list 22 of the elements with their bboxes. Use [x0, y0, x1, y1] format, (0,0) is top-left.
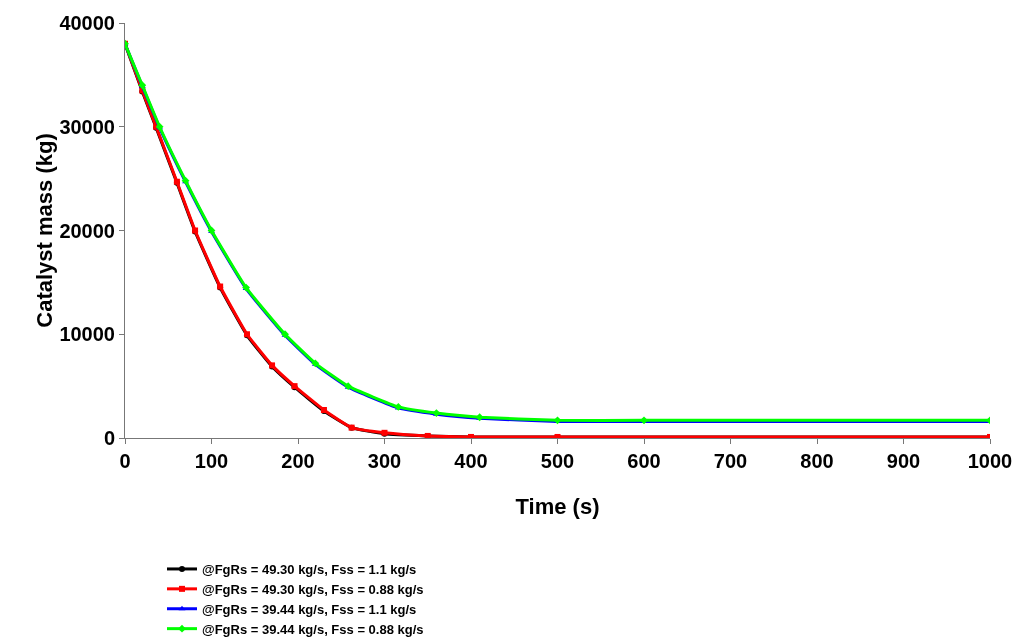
- y-tick-label: 30000: [59, 115, 115, 138]
- y-axis-title: Catalyst mass (kg): [32, 133, 58, 328]
- x-tick-label: 900: [886, 450, 921, 472]
- y-tick-label: 20000: [59, 219, 115, 242]
- x-tick-label: 400: [454, 450, 488, 472]
- legend-label: @FgRs = 49.30 kg/s, Fss = 0.88 kg/s: [202, 581, 424, 597]
- x-tick-label: 300: [367, 450, 402, 472]
- y-tick-label: 10000: [59, 323, 115, 346]
- legend-label: @FgRs = 49.30 kg/s, Fss = 1.1 kg/s: [202, 562, 417, 578]
- x-tick-label: 100: [194, 450, 229, 472]
- x-tick-label: 0: [119, 450, 131, 472]
- x-tick-label: 800: [800, 450, 834, 472]
- x-tick-label: 1000: [967, 450, 1013, 472]
- x-axis-title: Time (s): [515, 494, 600, 519]
- y-tick-label: 40000: [59, 12, 115, 34]
- y-tick-label: 0: [103, 427, 115, 449]
- legend-label: @FgRs = 39.44 kg/s, Fss = 0.88 kg/s: [202, 621, 424, 637]
- x-tick-label: 500: [540, 450, 575, 472]
- x-tick-label: 600: [627, 450, 661, 472]
- legend-label: @FgRs = 39.44 kg/s, Fss = 1.1 kg/s: [202, 601, 417, 617]
- x-tick-label: 700: [713, 450, 748, 472]
- x-tick-label: 200: [281, 450, 315, 472]
